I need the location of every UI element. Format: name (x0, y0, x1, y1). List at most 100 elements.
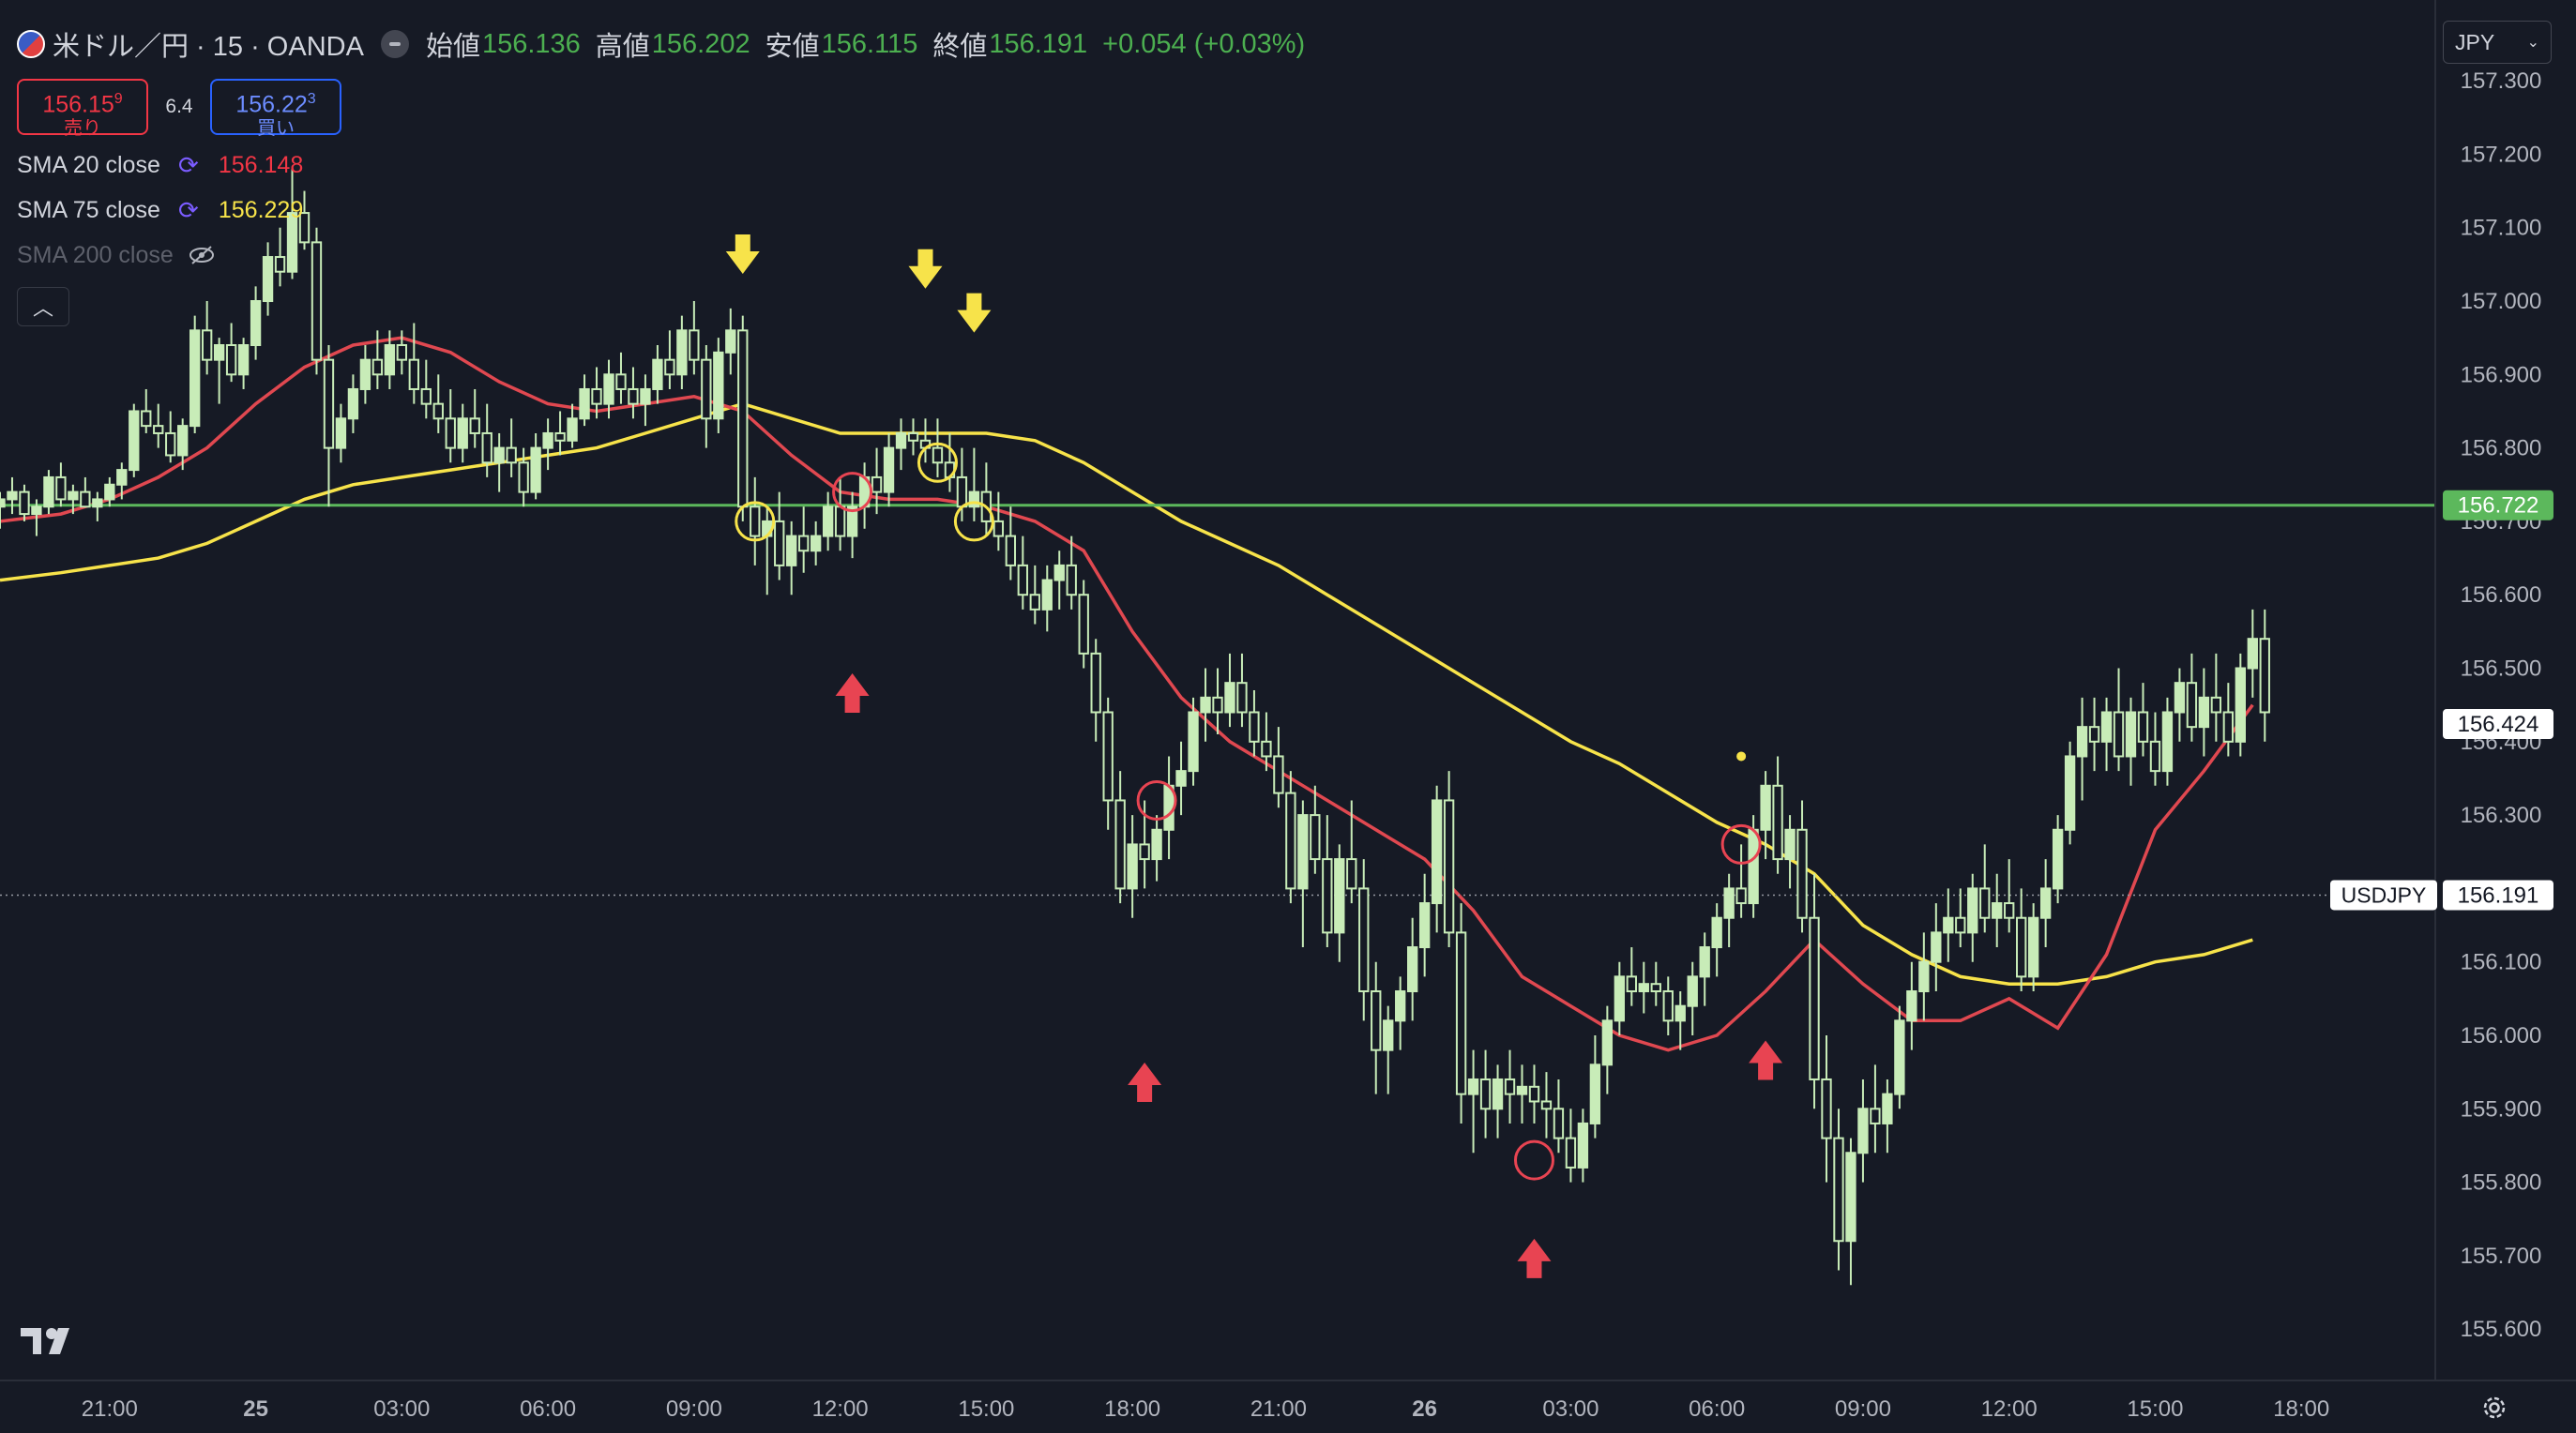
price-label: 156.191 USDJPY (2330, 880, 2553, 911)
candle (2016, 888, 2027, 992)
candle-body (298, 212, 311, 244)
candle-body (774, 520, 785, 566)
candle (1236, 653, 1248, 728)
time-tick-label: 06:00 (1689, 1396, 1745, 1422)
price-tick-label: 157.300 (2461, 68, 2542, 94)
candle (2222, 683, 2235, 757)
candle-body (2100, 711, 2113, 743)
candle-body (335, 417, 347, 449)
indicator-value: 156.148 (218, 151, 304, 178)
refresh-icon[interactable]: ⟳ (177, 150, 199, 179)
symbol-title[interactable]: 米ドル／円 · 15 · OANDA (53, 32, 364, 62)
collapse-legend-button[interactable]: ︿ (17, 287, 69, 326)
indicator-sma20[interactable]: SMA 20 close ⟳ 156.148 (17, 143, 1320, 188)
candle-body (871, 475, 883, 493)
indicator-value: 156.229 (218, 196, 304, 223)
candle-body (347, 387, 359, 420)
candle (1809, 873, 1820, 1109)
candle-body (1979, 887, 1991, 919)
candle (2259, 609, 2270, 742)
high-label: 高値 (595, 32, 650, 62)
candle (1188, 697, 1199, 786)
hide-legend-icon[interactable] (380, 30, 409, 58)
candle-body (822, 505, 834, 537)
candle (725, 308, 736, 375)
candle (579, 374, 590, 427)
refresh-icon[interactable]: ⟳ (177, 195, 199, 224)
horizontal-line-price-label: 156.722 (2443, 490, 2553, 520)
candle-body (1662, 990, 1674, 1022)
candle (1029, 565, 1040, 625)
candle-body (713, 351, 724, 420)
candle-body (689, 329, 700, 361)
time-axis[interactable]: 21:00 25 03:00 06:00 09:00 12:00 15:00 18:00 21:… (82, 1396, 2329, 1422)
horizontal-line-layer[interactable] (0, 504, 2435, 897)
candle (2137, 683, 2149, 757)
yellow-circle-marker (735, 501, 776, 542)
candle (1114, 771, 1126, 904)
candle-body (2210, 696, 2222, 714)
candle (2113, 668, 2125, 772)
currency-selector[interactable]: JPY ⌄ (2443, 21, 2552, 64)
candle (1151, 815, 1162, 882)
candle (774, 491, 785, 581)
candle-body (750, 505, 761, 537)
candle-body (165, 431, 176, 457)
candle (92, 491, 103, 521)
candle-body (1918, 960, 1930, 993)
candle-body (274, 256, 286, 273)
candle-body (786, 535, 797, 566)
price-tick-label: 157.100 (2461, 216, 2542, 241)
price-label: 156.424 (2443, 709, 2553, 740)
candle (664, 330, 675, 389)
buy-button[interactable]: 156.223 買い (210, 79, 341, 138)
time-tick-label: 18:00 (1104, 1396, 1160, 1422)
hidden-eye-icon[interactable] (189, 242, 215, 268)
candle-body (810, 535, 822, 552)
indicator-sma200[interactable]: SMA 200 close (17, 233, 1320, 278)
candle (883, 432, 895, 507)
candle (1418, 873, 1431, 977)
candle-body (2235, 667, 2246, 743)
candle (298, 190, 311, 250)
candle-body (1723, 887, 1735, 919)
chart-settings-gear-icon[interactable] (2480, 1394, 2508, 1422)
price-label-bg (2443, 880, 2553, 911)
candle-body (469, 417, 480, 434)
candle-body (846, 505, 858, 537)
candle (2186, 653, 2198, 742)
low-label: 安値 (765, 32, 820, 62)
candle (469, 388, 480, 448)
candle-body (1090, 652, 1101, 714)
price-axis[interactable]: 157.300 157.200 157.100 157.000 156.900 156.8… (2461, 68, 2542, 1342)
candle-body (2016, 916, 2027, 978)
candle (2235, 653, 2246, 757)
candle-body (676, 329, 688, 376)
candle-body (579, 387, 590, 420)
time-tick-label: 12:00 (1981, 1396, 2038, 1422)
sell-button[interactable]: 156.159 売り (17, 79, 148, 138)
candle-body (1066, 564, 1077, 596)
tradingview-logo-icon[interactable] (21, 1322, 79, 1367)
candle (603, 359, 614, 419)
candle-body (1601, 1019, 1614, 1066)
candle-body (2247, 638, 2258, 670)
candle (1492, 1064, 1504, 1139)
candle (43, 470, 54, 515)
price-axis-labels: 156.722 156.424 156.191 USDJPY (2330, 490, 2553, 911)
candle (250, 286, 262, 360)
candle-body (1699, 946, 1710, 978)
candle (701, 345, 712, 448)
indicator-sma75[interactable]: SMA 75 close ⟳ 156.229 (17, 188, 1320, 233)
candle (993, 491, 1005, 551)
candle (1431, 785, 1443, 933)
candle-body (2149, 740, 2161, 773)
candle (1967, 873, 1978, 962)
time-tick-label: 21:00 (1250, 1396, 1307, 1422)
candle-body (640, 387, 651, 405)
candle (2125, 697, 2137, 786)
candles-layer (0, 169, 2270, 1286)
candle-body (250, 300, 262, 346)
candle (1626, 947, 1637, 1006)
